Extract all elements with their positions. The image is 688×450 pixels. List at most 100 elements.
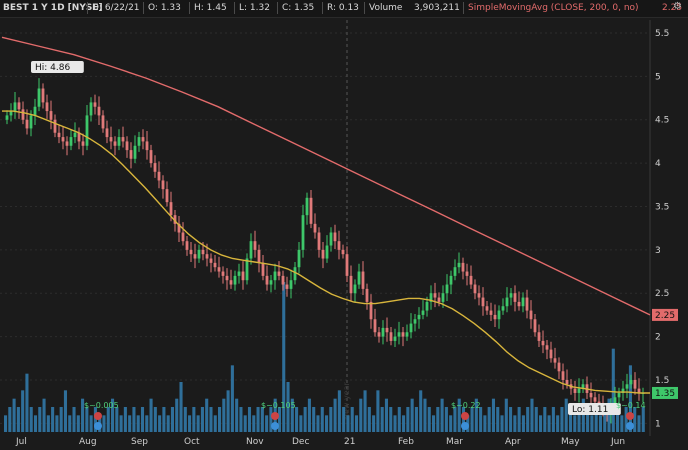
candle-body	[113, 141, 117, 146]
candle-body	[133, 145, 137, 159]
divider	[364, 2, 365, 14]
candle-body	[205, 254, 209, 259]
volume-bar	[384, 398, 388, 432]
candle-body	[193, 254, 197, 259]
range-value: R: 0.13	[327, 3, 359, 13]
candle-body	[545, 345, 549, 350]
candle-body	[533, 319, 537, 333]
volume-bar	[85, 407, 89, 432]
x-tick-label: Oct	[184, 437, 200, 447]
x-tick-label: Mar	[446, 437, 463, 447]
candle-body	[329, 232, 333, 246]
close-value: C: 1.35	[282, 3, 315, 13]
volume-bar	[188, 415, 192, 432]
volume-bar	[63, 390, 67, 432]
candle-body	[57, 132, 61, 138]
candle-body	[421, 310, 425, 315]
candle-body	[541, 340, 545, 346]
candle-body	[165, 189, 169, 203]
candle-body	[357, 271, 361, 285]
volume-bar	[556, 415, 560, 432]
last-price-tag-box	[652, 386, 678, 399]
volume-bar	[440, 398, 444, 432]
candle-body	[185, 241, 189, 250]
candle-body	[573, 388, 577, 393]
candle-body	[509, 293, 513, 298]
candle-body	[209, 258, 213, 263]
low-value: L: 1.32	[239, 3, 270, 13]
candle-body	[393, 336, 397, 341]
candle-body	[237, 271, 241, 276]
candle-body	[557, 362, 561, 372]
candle-body	[425, 301, 429, 311]
open-value: O: 1.33	[148, 3, 181, 13]
candle-body	[445, 284, 449, 294]
candle-body	[481, 297, 485, 307]
candle-body	[493, 314, 497, 320]
volume-bar	[252, 415, 256, 432]
volume-bar	[594, 407, 598, 432]
candle-body	[25, 119, 29, 129]
volume-bar	[637, 415, 641, 432]
y-tick-label: 2	[655, 333, 661, 343]
volume-bar	[414, 407, 418, 432]
volume-bar	[51, 407, 55, 432]
candle-body	[289, 280, 293, 289]
settings-icon[interactable]: ⚙	[673, 1, 682, 12]
volume-bar	[282, 282, 286, 432]
candle-body	[257, 249, 261, 263]
dividend-label: $~0.005	[84, 401, 119, 410]
volume-bar	[307, 398, 311, 432]
y-tick-label: 2.5	[655, 289, 669, 299]
symbol-label[interactable]: BEST 1 Y 1D [NYSE]	[3, 3, 103, 13]
volume-bar	[179, 382, 183, 432]
volume-bar	[218, 407, 222, 432]
candle-body	[21, 109, 25, 120]
volume-bar	[603, 407, 607, 432]
volume-bar	[299, 415, 303, 432]
candle-body	[457, 262, 461, 268]
volume-bar	[21, 390, 25, 432]
candle-body	[65, 141, 69, 146]
volume-bar	[72, 407, 76, 432]
candle-body	[137, 137, 141, 146]
volume-bar	[325, 415, 329, 432]
volume-bar	[183, 407, 187, 432]
candle-body	[129, 150, 133, 159]
volume-bar	[106, 407, 110, 432]
candle-body	[377, 332, 381, 337]
sma200-label[interactable]: SimpleMovingAvg (CLOSE, 200, 0, no)	[468, 3, 639, 13]
y-tick-label: 5.5	[655, 29, 669, 39]
volume-bar	[354, 415, 359, 432]
candle-body	[381, 327, 385, 337]
volume-bar	[402, 415, 406, 432]
volume-bar	[628, 365, 632, 432]
y-tick-label: 3.5	[655, 202, 669, 212]
candle-body	[297, 249, 301, 268]
volume-bar	[453, 407, 457, 432]
x-tick-label: Aug	[79, 437, 97, 447]
volume-bar	[410, 398, 414, 432]
y-tick-label: 1.5	[655, 376, 669, 386]
candle-body	[85, 115, 89, 146]
divider	[143, 2, 144, 14]
candle-body	[169, 202, 173, 216]
volume-bar	[132, 407, 136, 432]
y-tick-label: 1	[655, 419, 661, 429]
dividend-marker	[461, 412, 469, 420]
candle-body	[117, 137, 121, 146]
candle-body	[61, 137, 65, 142]
candle-body	[497, 310, 501, 320]
volume-bar	[616, 407, 620, 432]
volume-bar	[119, 415, 123, 432]
volume-bar	[175, 398, 179, 432]
volume-bar	[470, 407, 474, 432]
candle-body	[361, 271, 365, 289]
candle-body	[189, 249, 193, 255]
candle-body	[341, 249, 345, 255]
volume-bar	[200, 407, 204, 432]
sma50-line	[2, 110, 650, 394]
volume-bar	[38, 407, 42, 432]
volume-bar	[539, 415, 543, 432]
